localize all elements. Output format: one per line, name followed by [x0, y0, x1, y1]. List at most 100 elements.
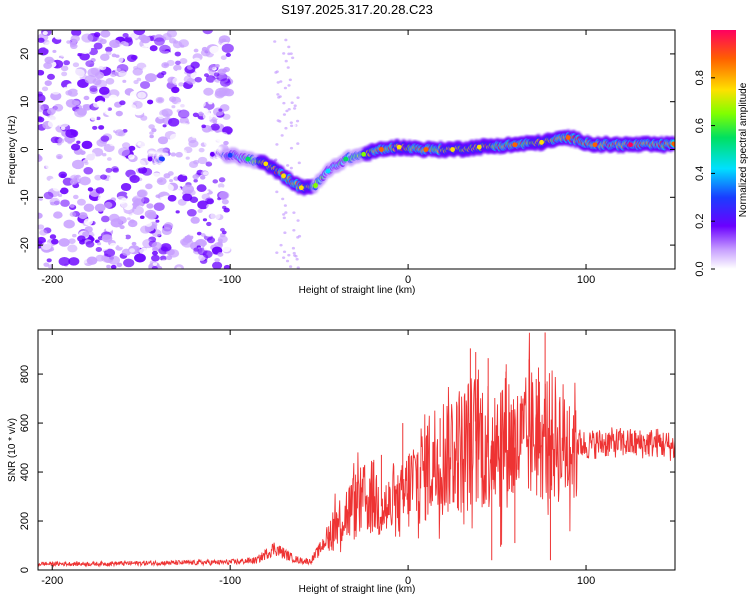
noise-blob: [177, 198, 187, 206]
colorbar-tick-label: 0.8: [694, 70, 706, 85]
noise-blob: [206, 198, 214, 205]
noise-blob: [169, 179, 174, 183]
noise-blob: [38, 199, 48, 208]
noise-blob: [74, 108, 87, 118]
noise-blob: [290, 101, 294, 104]
noise-blob: [120, 183, 132, 191]
noise-blob: [94, 71, 105, 79]
noise-blob: [77, 43, 84, 48]
noise-blob: [293, 254, 297, 257]
noise-blob: [72, 233, 77, 238]
spectrogram-y-tick-label: 20: [19, 48, 31, 60]
spectrogram-x-label: Height of straight line (km): [299, 285, 416, 296]
noise-blob: [60, 199, 70, 207]
noise-blob: [115, 155, 127, 164]
noise-blob: [54, 33, 64, 40]
noise-blob: [52, 49, 57, 54]
noise-blob: [175, 210, 180, 214]
noise-blob: [218, 108, 223, 112]
noise-blob: [85, 60, 95, 68]
noise-blob: [205, 161, 213, 167]
noise-blob: [118, 70, 127, 77]
spectrogram-x-tick-label: 100: [577, 274, 595, 286]
ridge-point: [672, 142, 675, 148]
noise-blob: [68, 257, 80, 266]
noise-blob: [98, 86, 110, 95]
noise-blob: [287, 45, 291, 49]
noise-blob: [205, 230, 213, 236]
noise-blob: [134, 253, 146, 263]
noise-blob: [47, 119, 59, 128]
noise-blob: [53, 103, 64, 112]
snr-y-ticks: 0 200 400 600 800: [19, 365, 675, 573]
noise-blob: [104, 201, 113, 209]
noise-blob: [206, 221, 212, 227]
noise-blob: [95, 247, 103, 252]
noise-blob: [190, 61, 200, 69]
snr-y-tick-label: 200: [19, 512, 31, 530]
noise-blob: [66, 40, 71, 44]
noise-blob: [49, 210, 55, 215]
noise-blob: [106, 264, 111, 269]
noise-blob: [108, 94, 118, 102]
noise-blob: [47, 264, 53, 269]
noise-blob: [79, 44, 92, 54]
noise-blob: [185, 97, 198, 107]
noise-blob: [156, 72, 165, 79]
noise-blob: [190, 120, 196, 125]
noise-blob: [140, 35, 151, 44]
noise-blob: [79, 150, 86, 155]
noise-blob: [137, 141, 146, 148]
noise-blob: [43, 191, 54, 200]
ridge-point: [565, 135, 571, 140]
noise-blob: [179, 238, 189, 246]
noise-blob: [275, 70, 279, 73]
noise-blob: [284, 59, 288, 63]
noise-blob: [124, 114, 130, 119]
noise-blob: [148, 124, 155, 130]
noise-blob: [148, 213, 156, 219]
ridge-point: [396, 144, 402, 150]
spectrogram-y-ticks: -20 -10 0 10 20: [19, 48, 675, 253]
noise-blob: [279, 80, 283, 83]
noise-blob: [59, 187, 69, 195]
noise-blob: [141, 167, 153, 176]
noise-blob: [57, 138, 65, 144]
noise-blob: [83, 203, 95, 212]
noise-blob: [77, 89, 83, 95]
noise-blob: [187, 259, 194, 265]
noise-blob: [185, 156, 190, 160]
colorbar-tick-label: 0.4: [694, 166, 706, 181]
snr-y-tick-label: 800: [19, 365, 31, 383]
noise-blob: [53, 211, 63, 219]
noise-blob: [132, 205, 144, 215]
noise-blob: [189, 196, 199, 203]
snr-panel: -200 -100 0 100 0 200 400 600 800 Height of str…: [7, 329, 676, 595]
noise-blob: [182, 184, 195, 194]
noise-blob: [149, 113, 156, 118]
noise-blob: [38, 236, 46, 245]
noise-blob: [83, 95, 90, 101]
noise-blob: [103, 248, 116, 258]
noise-blob: [182, 213, 188, 217]
noise-blob: [296, 96, 300, 99]
noise-blob: [291, 56, 295, 60]
noise-blob: [105, 46, 113, 53]
noise-blob: [202, 112, 213, 121]
noise-blob: [180, 169, 190, 177]
ridge-point: [313, 182, 318, 188]
noise-blob: [121, 142, 131, 149]
noise-blob: [288, 49, 292, 53]
noise-blob: [149, 134, 154, 139]
snr-x-tick-label: -200: [41, 575, 63, 587]
noise-blob: [100, 135, 110, 142]
noise-blob: [69, 211, 77, 217]
noise-blob: [89, 85, 98, 92]
noise-blob: [88, 249, 96, 256]
noise-blob: [84, 226, 93, 233]
noise-blob: [160, 243, 172, 252]
noise-blob: [96, 37, 104, 43]
noise-blob: [68, 238, 76, 244]
noise-blob: [44, 80, 52, 86]
noise-blob: [215, 63, 220, 68]
